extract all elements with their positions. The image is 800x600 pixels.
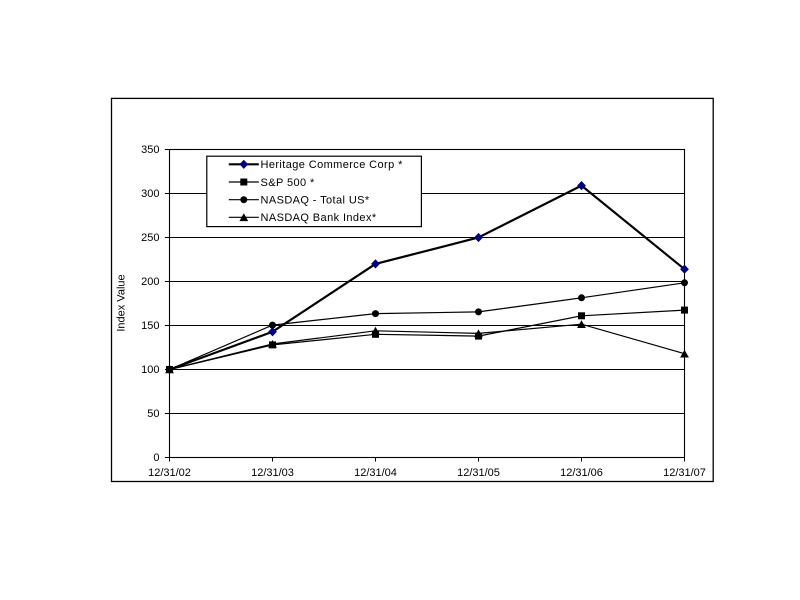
svg-text:S&P 500 *: S&P 500 * [261, 177, 315, 189]
svg-text:NASDAQ - Total US*: NASDAQ - Total US* [261, 195, 370, 207]
svg-text:NASDAQ Bank Index*: NASDAQ Bank Index* [261, 212, 377, 224]
svg-text:Heritage Commerce Corp *: Heritage Commerce Corp * [261, 159, 404, 171]
svg-text:100: 100 [141, 364, 159, 376]
svg-text:12/31/06: 12/31/06 [560, 467, 603, 479]
svg-text:12/31/05: 12/31/05 [457, 467, 500, 479]
svg-text:12/31/04: 12/31/04 [354, 467, 397, 479]
svg-text:250: 250 [141, 232, 159, 244]
svg-text:200: 200 [141, 276, 159, 288]
svg-text:50: 50 [147, 408, 159, 420]
svg-text:Index Value: Index Value [116, 274, 128, 331]
svg-text:350: 350 [141, 144, 159, 156]
svg-text:150: 150 [141, 320, 159, 332]
svg-text:0: 0 [153, 452, 159, 464]
svg-text:12/31/07: 12/31/07 [663, 467, 706, 479]
svg-text:12/31/03: 12/31/03 [251, 467, 294, 479]
svg-text:300: 300 [141, 188, 159, 200]
svg-text:12/31/02: 12/31/02 [148, 467, 191, 479]
